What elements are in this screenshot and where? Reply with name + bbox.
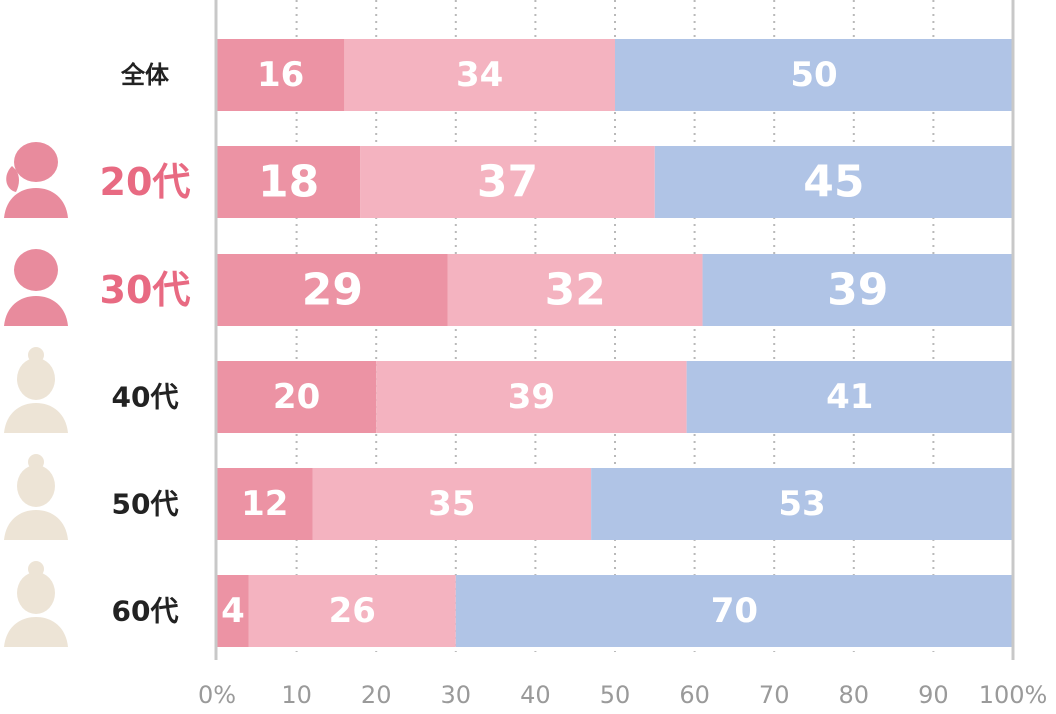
- bar-segment: [217, 39, 345, 111]
- data-label: 16: [257, 55, 304, 95]
- data-label: 37: [477, 157, 538, 208]
- data-label: 45: [803, 157, 864, 208]
- data-label: 20: [273, 377, 320, 417]
- bar-segment: [217, 146, 361, 218]
- data-label: 39: [827, 265, 888, 316]
- data-label: 34: [456, 55, 503, 95]
- bar-segment: [217, 361, 377, 433]
- data-label: 39: [508, 377, 555, 417]
- bar-segment: [217, 575, 249, 647]
- bar-segment: [312, 468, 592, 540]
- data-label: 35: [428, 484, 475, 524]
- bar-segment: [615, 39, 1013, 111]
- bar-segment: [591, 468, 1013, 540]
- bars: 16 34 50 18 37 45 29 32 39 20 39 41 12 35 53 4 26 70: [217, 39, 1013, 647]
- data-label: 29: [302, 265, 363, 316]
- bar-segment: [344, 39, 615, 111]
- x-tick-label: 20: [361, 681, 392, 709]
- x-tick-label: 60: [679, 681, 710, 709]
- data-label: 70: [711, 591, 758, 631]
- woman-avatar-icon: [4, 142, 68, 218]
- x-tick-label: 0%: [198, 681, 236, 709]
- data-label: 4: [221, 591, 245, 631]
- x-tick-label: 100%: [979, 681, 1048, 709]
- data-label: 12: [241, 484, 288, 524]
- woman-avatar-icon: [4, 454, 68, 540]
- category-label: 全体: [120, 61, 170, 89]
- bar-segment: [217, 254, 448, 326]
- data-label: 41: [826, 377, 873, 417]
- bar-segment: [376, 361, 687, 433]
- category-labels: 全体 20代 30代 40代 50代 60代: [100, 61, 191, 628]
- bar-segment: [702, 254, 1013, 326]
- bar-segment: [654, 146, 1013, 218]
- x-tick-label: 30: [441, 681, 472, 709]
- bar-segment: [360, 146, 655, 218]
- bar-segment: [447, 254, 703, 326]
- category-label: 20代: [100, 160, 191, 204]
- data-label: 18: [258, 157, 319, 208]
- data-label: 32: [545, 265, 606, 316]
- data-label: 26: [329, 591, 376, 631]
- category-label: 50代: [112, 488, 179, 521]
- x-tick-label: 40: [520, 681, 551, 709]
- avatars: [4, 142, 68, 647]
- x-tick-labels: 0% 10 20 30 40 50 60 70 80 90 100%: [198, 681, 1047, 709]
- bar-segment: [248, 575, 456, 647]
- bar-segment: [686, 361, 1013, 433]
- axes: [214, 0, 1015, 660]
- category-label: 30代: [100, 268, 191, 312]
- woman-avatar-icon: [4, 249, 68, 326]
- woman-avatar-icon: [4, 561, 68, 647]
- x-tick-label: 70: [759, 681, 790, 709]
- x-tick-label: 90: [918, 681, 949, 709]
- x-tick-label: 50: [600, 681, 631, 709]
- bar-segment: [455, 575, 1013, 647]
- category-label: 60代: [112, 595, 179, 628]
- bar-segment: [217, 468, 313, 540]
- data-label: 50: [790, 55, 837, 95]
- category-label: 40代: [112, 381, 179, 414]
- x-tick-label: 10: [281, 681, 312, 709]
- woman-avatar-icon: [4, 347, 68, 433]
- x-tick-label: 80: [839, 681, 870, 709]
- data-label: 53: [778, 484, 825, 524]
